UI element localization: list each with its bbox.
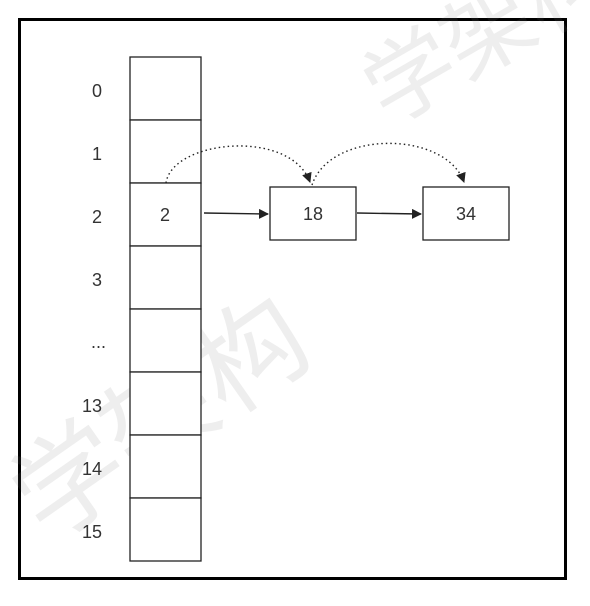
index-label: 14 [82, 459, 102, 479]
index-label: 0 [92, 81, 102, 101]
index-label: 2 [92, 207, 102, 227]
traversal-arc [311, 142, 466, 186]
list-node-value: 18 [303, 204, 323, 224]
pointer-arrow [203, 208, 269, 219]
array-cell-4 [129, 308, 202, 373]
array-column [129, 56, 202, 562]
list-node: 18 [269, 186, 357, 241]
index-label: 13 [82, 396, 102, 416]
array-cell-0 [129, 56, 202, 121]
index-labels: 0 1 2 3 ... 13 14 15 [82, 81, 106, 542]
list-node-box [422, 186, 510, 241]
array-cell-1 [129, 119, 202, 184]
list-node: 34 [422, 186, 510, 241]
index-label: ... [91, 332, 106, 352]
index-label: 3 [92, 270, 102, 290]
traversal-arc [165, 145, 312, 184]
array-cell-6 [129, 434, 202, 499]
index-label: 15 [82, 522, 102, 542]
array-cell-7 [129, 497, 202, 562]
array-cell-value: 2 [160, 205, 170, 225]
list-node-value: 34 [456, 204, 476, 224]
list-node-box [269, 186, 357, 241]
index-label: 1 [92, 144, 102, 164]
diagram-frame [18, 18, 567, 580]
array-cell-5 [129, 371, 202, 436]
pointer-arrow [356, 208, 422, 219]
array-cell-3 [129, 245, 202, 310]
